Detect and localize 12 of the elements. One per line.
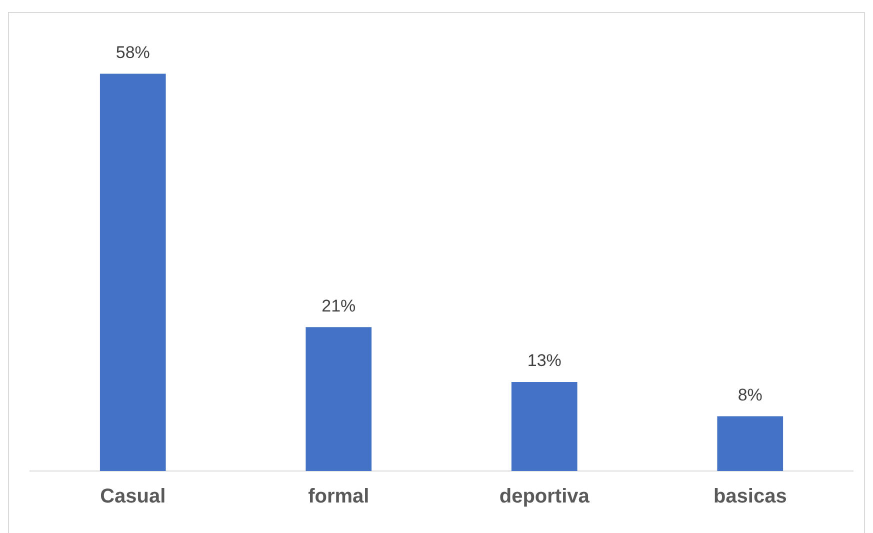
bar [306,327,372,471]
bar [100,74,166,471]
data-label: 13% [527,351,562,370]
bar [511,382,578,471]
data-label: 21% [322,296,356,316]
data-label: 58% [116,42,150,62]
x-tick-label: formal [308,486,370,508]
data-label: 8% [738,385,762,404]
bar [717,416,784,471]
x-tick-label: Casual [100,486,166,508]
x-tick-label: basicas [713,486,787,508]
x-tick-label: deportiva [499,486,590,508]
